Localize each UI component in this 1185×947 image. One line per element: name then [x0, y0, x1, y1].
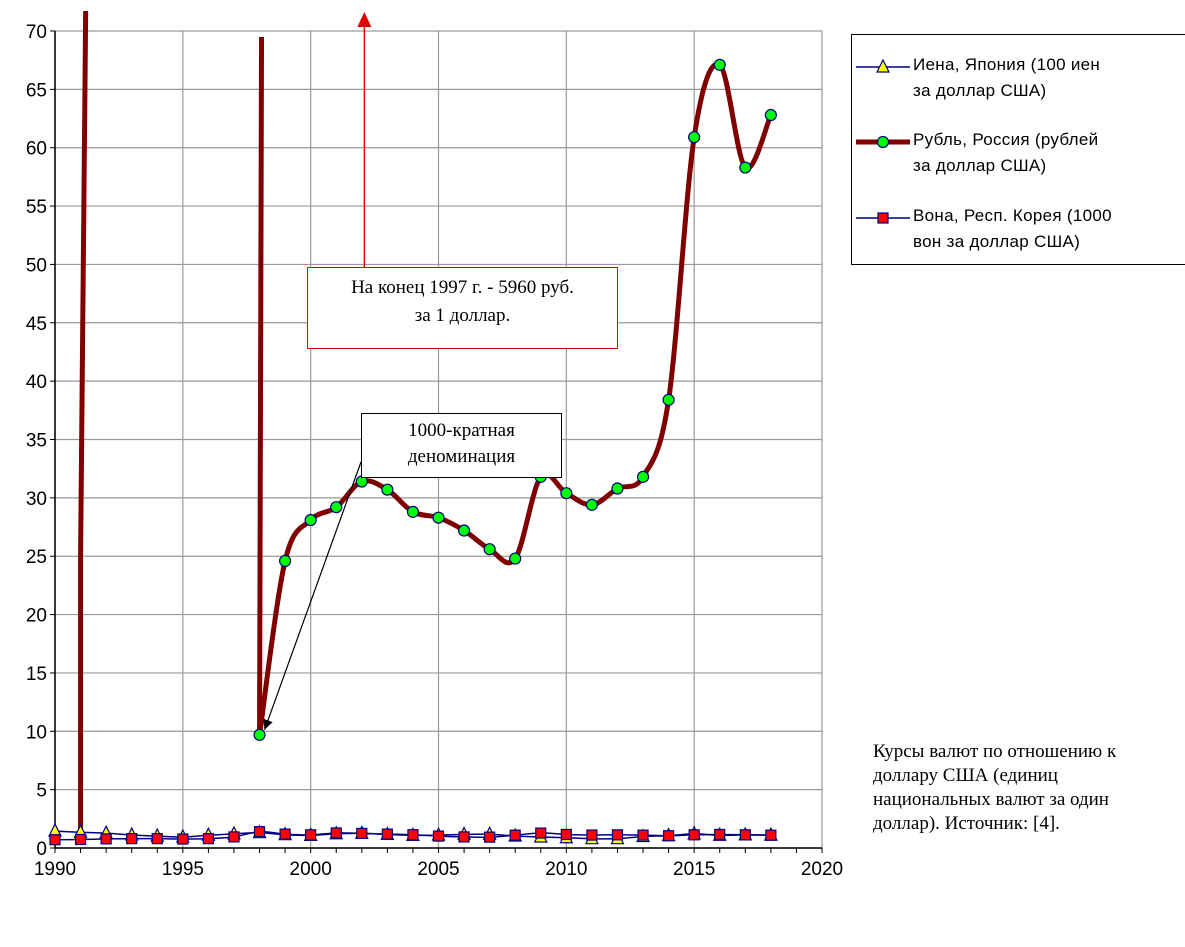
ruble-data-point: [279, 554, 292, 567]
x-tick-label: 1990: [34, 859, 76, 880]
series-markers: [48, 58, 778, 846]
won-data-point: [126, 833, 138, 845]
won-data-point: [49, 834, 61, 846]
ruble-data-point: [432, 511, 445, 524]
won-data-point: [739, 829, 751, 841]
x-tick-label: 2005: [417, 859, 459, 880]
won-data-point: [662, 830, 675, 842]
ruble-data-point: [457, 524, 471, 537]
annotation-arrows: [263, 12, 372, 730]
won-data-point: [611, 829, 624, 841]
y-tick-label: 40: [26, 372, 47, 393]
red-callout-line-2: за 1 доллар.: [414, 305, 511, 326]
won-data-point: [432, 830, 445, 842]
ruble-data-point: [585, 498, 599, 511]
won-data-point: [100, 833, 112, 845]
legend-swatch-won: [856, 212, 910, 224]
ruble-data-point: [764, 108, 777, 122]
won-data-point: [509, 829, 521, 841]
denomination-callout: 1000-кратная деноминация: [361, 413, 562, 478]
won-data-point: [356, 827, 368, 840]
y-tick-label: 5: [36, 781, 47, 802]
won-data-point: [305, 829, 317, 841]
won-data-point: [765, 829, 777, 841]
won-data-point: [253, 826, 266, 838]
y-tick-label: 10: [26, 722, 47, 743]
ruble-data-point: [611, 482, 624, 495]
won-data-point: [279, 828, 291, 840]
won-data-point: [330, 827, 342, 839]
y-tick-label: 50: [26, 255, 47, 276]
note-line-1: Курсы валют по отношению к: [873, 741, 1117, 762]
y-tick-label: 25: [26, 547, 47, 568]
ruble-data-point: [636, 470, 650, 483]
won-data-point: [381, 828, 393, 840]
ruble-series-line-denomination: [257, 36, 265, 735]
won-data-point: [458, 831, 470, 843]
y-tick-label: 60: [26, 139, 47, 160]
y-tick-label: 55: [26, 197, 47, 218]
won-data-point: [177, 833, 189, 845]
legend-label-ruble: Рубль, Россия (рублей за доллар США): [913, 130, 1099, 175]
ruble-data-point: [688, 131, 701, 144]
x-tick-label: 1995: [162, 859, 204, 880]
red-callout-line-1: На конец 1997 г. - 5960 руб.: [351, 277, 574, 298]
ruble-data-point: [713, 58, 726, 71]
black-callout-arrow: [263, 461, 362, 730]
ruble-data-point: [483, 543, 496, 556]
ruble-data-point: [253, 728, 266, 741]
ruble-data-point: [662, 393, 675, 406]
y-tick-label: 15: [26, 664, 47, 685]
won-data-point: [637, 829, 649, 841]
won-data-point: [202, 833, 214, 845]
ruble-data-point: [406, 505, 420, 518]
ruble-data-point: [739, 161, 752, 174]
ruble-data-point: [509, 552, 522, 565]
chart-source-note: Курсы валют по отношению к доллару США (…: [873, 740, 1185, 836]
won-data-point: [151, 833, 163, 845]
axes: 0 5 10 15 20 25 30 35 40 45 50 55 60 65 70 1990 1995 2000…: [26, 22, 843, 880]
legend-label-won: Вона, Респ. Корея (1000 вон за доллар СШ…: [913, 206, 1112, 251]
ruble-data-point: [560, 487, 573, 500]
chart-legend: Иена, Япония (100 иен за доллар США) Руб…: [851, 34, 1185, 265]
y-tick-label: 30: [26, 489, 47, 510]
y-tick-label: 65: [26, 80, 47, 101]
won-data-point: [407, 829, 419, 841]
won-data-point: [688, 829, 700, 841]
ruble-data-point: [381, 483, 394, 496]
y-tick-label: 45: [26, 314, 47, 335]
ruble-data-point: [304, 513, 317, 527]
note-line-4: доллар). Источник: [4].: [873, 813, 1060, 834]
black-callout-line-1: 1000-кратная: [408, 420, 515, 441]
y-tick-label: 20: [26, 606, 47, 627]
note-line-2: доллару США (единиц: [873, 765, 1058, 786]
won-data-point: [714, 828, 726, 841]
denomination-note-callout: На конец 1997 г. - 5960 руб. за 1 доллар…: [307, 267, 618, 349]
x-tick-label: 2010: [545, 859, 587, 880]
y-tick-label: 70: [26, 22, 47, 43]
y-tick-label: 35: [26, 431, 47, 452]
x-tick-label: 2015: [673, 859, 715, 880]
grid: [54, 30, 823, 849]
won-data-point: [560, 828, 572, 841]
won-data-point: [535, 827, 547, 839]
ruble-series-line-pre1998: [78, 10, 89, 841]
ruble-data-point: [330, 501, 343, 514]
x-tick-label: 2020: [801, 859, 843, 880]
black-callout-line-2: деноминация: [407, 446, 516, 467]
won-data-point: [484, 831, 496, 843]
legend-swatch-yen: [856, 58, 910, 73]
won-data-point: [228, 831, 240, 843]
legend-label-yen: Иена, Япония (100 иен за доллар США): [913, 55, 1101, 100]
legend-swatch-ruble: [856, 135, 910, 149]
y-tick-label: 0: [36, 839, 47, 860]
red-arrowhead: [357, 12, 372, 27]
note-line-3: национальных валют за один: [873, 789, 1109, 810]
won-data-point: [586, 829, 598, 841]
x-tick-label: 2000: [290, 859, 332, 880]
won-data-point: [74, 833, 87, 846]
